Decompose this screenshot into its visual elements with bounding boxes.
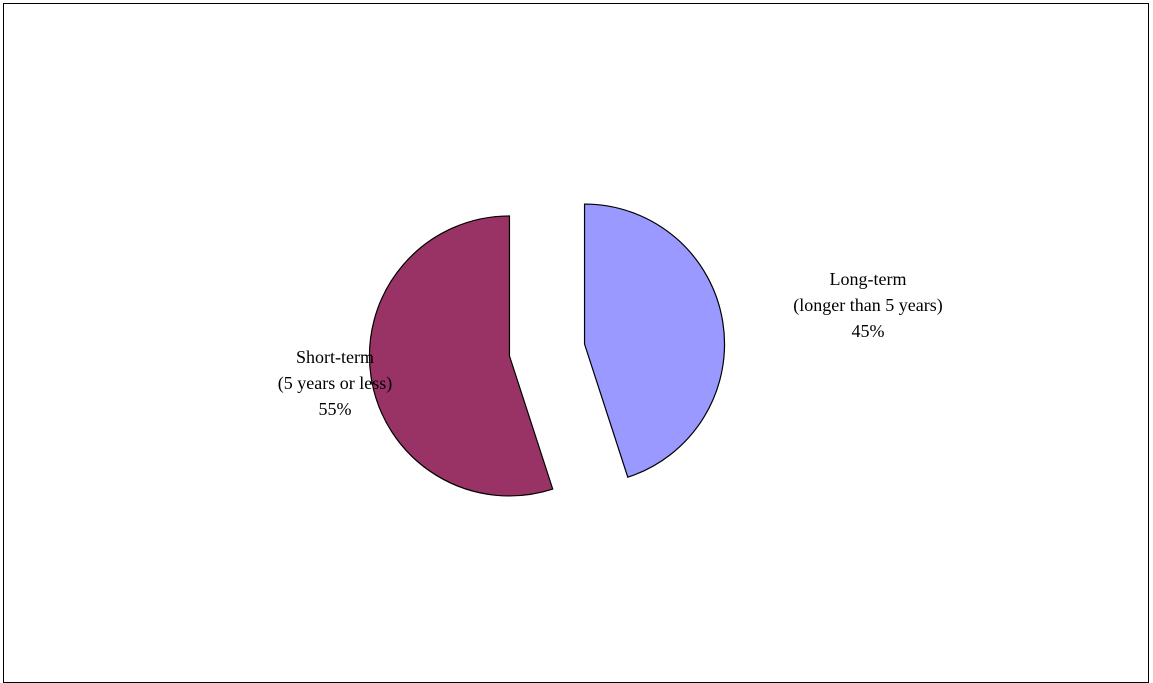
label-short-term: Short-term (5 years or less) 55% (225, 344, 445, 422)
label-long-term-pct: 45% (851, 321, 885, 341)
chart-area (3, 3, 1149, 683)
slice-short-term (368, 215, 554, 497)
label-long-term-detail: (longer than 5 years) (793, 295, 943, 315)
slice-long-term (583, 203, 726, 478)
label-short-term-pct: 55% (318, 399, 352, 419)
label-long-term-name: Long-term (829, 269, 907, 289)
label-long-term: Long-term (longer than 5 years) 45% (758, 266, 978, 344)
label-short-term-name: Short-term (296, 347, 374, 367)
label-short-term-detail: (5 years or less) (277, 373, 393, 393)
